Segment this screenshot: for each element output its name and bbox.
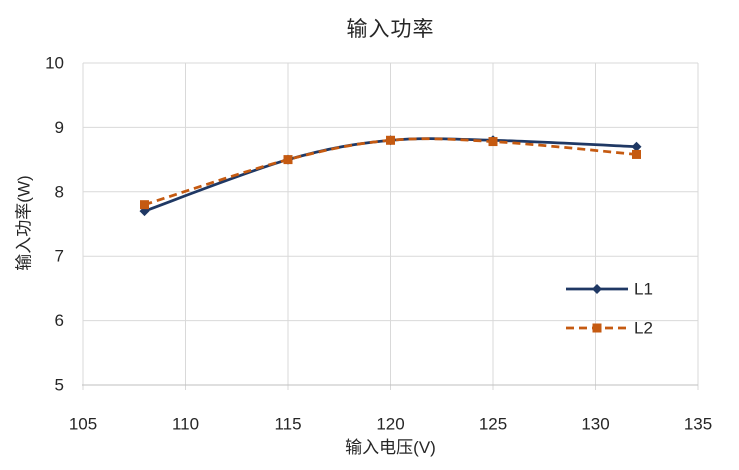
data-point-L1 bbox=[631, 141, 642, 152]
x-tick-label: 125 bbox=[479, 415, 507, 434]
y-tick-label: 9 bbox=[55, 118, 64, 137]
x-tick-label: 115 bbox=[274, 415, 301, 434]
legend-label-L1: L1 bbox=[634, 280, 653, 299]
data-point-L2 bbox=[140, 200, 149, 210]
legend-label-L2: L2 bbox=[634, 319, 653, 338]
chart-title: 输入功率 bbox=[346, 18, 435, 41]
legend-marker-L1 bbox=[592, 284, 602, 294]
y-tick-label: 8 bbox=[55, 182, 64, 201]
data-point-L2 bbox=[386, 135, 395, 145]
data-point-L2 bbox=[488, 137, 498, 147]
x-tick-label: 110 bbox=[172, 415, 199, 434]
x-tick-label: 135 bbox=[684, 415, 712, 434]
y-tick-label: 5 bbox=[55, 376, 64, 395]
data-point-L2 bbox=[632, 149, 641, 159]
x-axis-title: 输入电压(V) bbox=[345, 438, 436, 457]
y-tick-label: 6 bbox=[55, 311, 64, 330]
legend-marker-L2 bbox=[592, 323, 602, 333]
y-tick-label: 7 bbox=[55, 247, 64, 266]
y-tick-label: 10 bbox=[45, 54, 64, 73]
x-tick-label: 130 bbox=[581, 415, 609, 434]
x-tick-label: 105 bbox=[69, 415, 97, 434]
y-axis-title: 输入功率(W) bbox=[14, 175, 34, 271]
x-tick-label: 120 bbox=[376, 415, 404, 434]
data-point-L2 bbox=[283, 155, 293, 165]
